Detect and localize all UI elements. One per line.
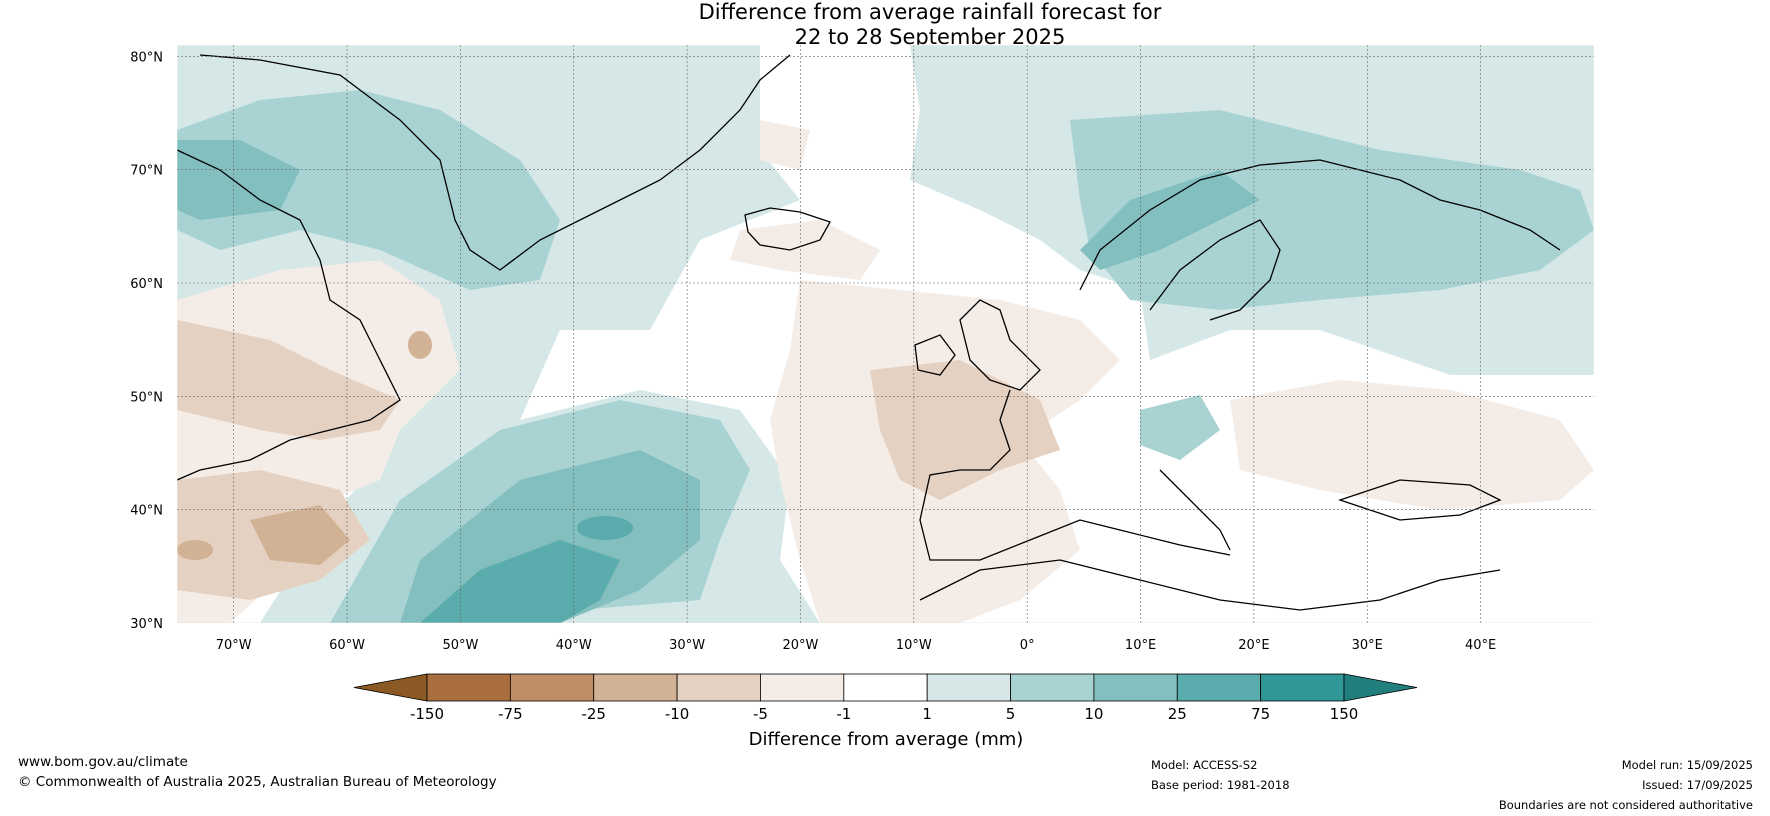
dry-region-labrador [177,320,400,440]
longitude-label: 70°W [216,638,252,653]
colorbar-segment [760,673,845,702]
longitude-label: 20°E [1238,638,1269,653]
colorbar-segment [509,673,595,702]
colorbar-segment [926,673,1011,702]
longitude-label: 50°W [442,638,478,653]
longitude-label: 30°E [1352,638,1383,653]
map-frame [176,44,1595,624]
dry-patch-labrador [408,331,432,359]
coastline-black-sea [1337,479,1502,521]
dry-region-bay-of-biscay [870,360,1060,500]
colorbar-tick-label: -10 [665,705,690,723]
coastline-ireland [914,334,956,376]
colorbar-tick-label: 75 [1251,705,1270,723]
dry-region-iceland-sea [730,220,880,280]
colorbar-segment [426,673,511,702]
colorbar-extend-low [353,673,428,702]
coastline-iceland [744,207,831,251]
colorbar [353,673,1418,702]
coastline-british-isles [959,299,1041,391]
colorbar-segment [1176,673,1262,702]
colorbar-segment [1010,673,1095,702]
colorbar-tick-label: -75 [498,705,523,723]
longitude-label: 10°W [896,638,932,653]
colorbar-tick-label: -150 [410,705,444,723]
colorbar-tick-label: 25 [1168,705,1187,723]
colorbar-tick-label: -1 [836,705,851,723]
coastline-scandinavia [1079,159,1561,291]
model-run-text: Model run: 15/09/2025 [1621,758,1753,772]
longitude-label: 30°W [669,638,705,653]
dry-region-us-core [250,505,350,565]
dry-patch-florida [177,540,213,560]
wet-region-greenland-core [177,140,300,220]
website-link[interactable]: www.bom.gov.au/climate [18,754,188,770]
model-text: Model: ACCESS-S2 [1151,758,1258,772]
coastline-north-africa [919,559,1501,611]
longitude-label: 0° [1020,638,1035,653]
coastline-western-europe [919,389,1231,561]
colorbar-tick-labels: -150 -75 -25 -10 -5 -1 1 5 10 25 75 150 [410,705,1358,723]
latitude-label: 50°N [130,390,163,405]
coastline-italy [1159,469,1231,551]
wet-region-norway-coast [1080,170,1260,270]
longitude-label: 40°E [1465,638,1496,653]
longitude-label: 20°W [783,638,819,653]
latitude-label: 40°N [130,504,163,519]
latitude-label: 80°N [130,50,163,65]
wet-region-scandinavia [1070,110,1594,310]
wet-region-subtropical-core [420,540,620,623]
wet-region-greenland [177,90,560,290]
longitude-label: 40°W [556,638,592,653]
map-title: Difference from average rainfall forecas… [0,0,1770,50]
colorbar-tick-label: 10 [1084,705,1103,723]
wet-region-alps [1140,395,1220,460]
colorbar-segment [1093,673,1178,702]
colorbar-segment [593,673,678,702]
colorbar-tick-label: -5 [753,705,768,723]
colorbar-segment [1260,673,1345,702]
longitude-label: 10°E [1125,638,1156,653]
coastline-sweden-finland [1149,219,1281,321]
wet-patch-azores [577,516,633,540]
dry-region-east-europe [1230,380,1594,510]
title-line-1: Difference from average rainfall forecas… [698,0,1162,24]
colorbar-tick-label: 5 [1006,705,1016,723]
longitude-label: 60°W [329,638,365,653]
latitude-label: 30°N [130,617,163,632]
colorbar-tick-label: -25 [581,705,606,723]
coastline-greenland [199,54,791,271]
latitude-label: 70°N [130,164,163,179]
anomaly-shading [177,45,1594,623]
colorbar-segment [676,673,761,702]
copyright-text: © Commonwealth of Australia 2025, Austra… [18,774,497,790]
colorbar-tick-label: 150 [1330,705,1359,723]
latitude-label: 60°N [130,277,163,292]
colorbar-title: Difference from average (mm) [749,729,1024,750]
coastlines [177,54,1561,611]
colorbar-segment [843,673,928,702]
base-period-text: Base period: 1981-2018 [1151,778,1290,792]
disclaimer-text: Boundaries are not considered authoritat… [1498,798,1753,812]
colorbar-tick-label: 1 [922,705,932,723]
latitude-labels: 80°N 70°N 60°N 50°N 40°N 30°N [130,50,163,632]
coastline-canada [177,149,401,481]
gridlines [177,45,1594,623]
longitude-labels: 70°W 60°W 50°W 40°W 30°W 20°W 10°W 0° 10°E 20°E 30… [216,638,1497,653]
dry-region-greenland-east [760,120,810,170]
issued-text: Issued: 17/09/2025 [1642,778,1753,792]
colorbar-extend-high [1343,673,1418,702]
